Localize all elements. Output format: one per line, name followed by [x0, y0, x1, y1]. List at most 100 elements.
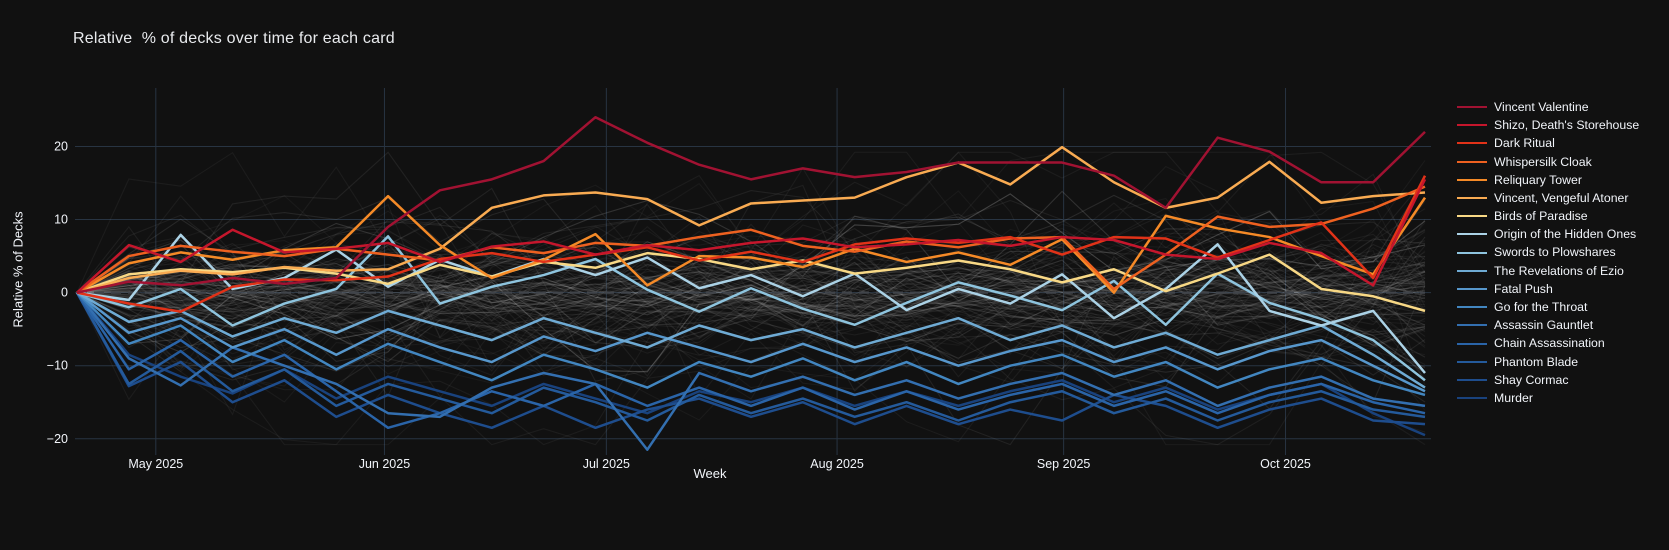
background-series-line [76, 268, 1426, 322]
legend-item-shizo-death-s-storehouse[interactable]: Shizo, Death's Storehouse [1457, 116, 1639, 134]
background-series-line [76, 249, 1426, 403]
background-series-line [76, 195, 1426, 312]
background-series-line [76, 182, 1426, 411]
background-series-line [76, 281, 1426, 334]
legend-item-phantom-blade[interactable]: Phantom Blade [1457, 353, 1639, 371]
legend-item-whispersilk-cloak[interactable]: Whispersilk Cloak [1457, 153, 1639, 171]
legend-item-vincent-valentine[interactable]: Vincent Valentine [1457, 98, 1639, 116]
legend-swatch-line [1457, 178, 1487, 181]
series-line-phantom-blade[interactable] [75, 291, 1426, 422]
y-axis-title: Relative % of Decks [10, 211, 26, 328]
legend-item-the-revelations-of-ezio[interactable]: The Revelations of Ezio [1457, 262, 1639, 280]
background-series-line [76, 249, 1426, 340]
legend-item-murder[interactable]: Murder [1457, 389, 1639, 407]
background-series-line [76, 246, 1426, 314]
legend-swatch-line [1457, 197, 1487, 200]
background-series-line [76, 256, 1426, 360]
background-series-line [76, 276, 1426, 403]
legend-item-origin-of-the-hidden-ones[interactable]: Origin of the Hidden Ones [1457, 225, 1639, 243]
background-series-line [76, 218, 1426, 388]
series-line-shizo-death-s-storehouse[interactable] [76, 178, 1427, 294]
background-series-line [76, 207, 1426, 391]
background-series-line [76, 263, 1426, 315]
background-series-line [76, 270, 1426, 348]
series-line-fatal-push[interactable] [76, 291, 1426, 393]
background-series-line [76, 257, 1426, 400]
background-series-line [76, 151, 1426, 446]
background-series-line [76, 213, 1426, 337]
background-series-line [76, 227, 1426, 383]
background-series-line [76, 165, 1426, 446]
y-tick-label: 20 [54, 139, 68, 153]
background-series-line [76, 243, 1426, 369]
legend-item-shay-cormac[interactable]: Shay Cormac [1457, 371, 1639, 389]
x-tick-label: Jul 2025 [583, 457, 630, 471]
background-series-line [76, 277, 1426, 336]
series-line-birds-of-paradise[interactable] [76, 251, 1426, 313]
x-tick-label: Oct 2025 [1260, 457, 1311, 471]
series-line-shay-cormac[interactable] [75, 292, 1426, 430]
legend-item-swords-to-plowshares[interactable]: Swords to Plowshares [1457, 244, 1639, 262]
series-line-swords-to-plowshares[interactable] [76, 235, 1426, 382]
background-series-line [76, 268, 1426, 315]
series-line-vincent-valentine[interactable] [76, 115, 1426, 294]
background-series-line [76, 266, 1426, 345]
legend-item-vincent-vengeful-atoner[interactable]: Vincent, Vengeful Atoner [1457, 189, 1639, 207]
series-line-murder[interactable] [76, 291, 1426, 437]
background-series-line [76, 281, 1426, 380]
series-line-dark-ritual[interactable] [76, 175, 1427, 313]
legend-item-fatal-push[interactable]: Fatal Push [1457, 280, 1639, 298]
legend-label: Dark Ritual [1494, 136, 1555, 151]
background-series-line [76, 263, 1426, 341]
legend: Vincent Valentine Shizo, Death's Storehou… [1457, 98, 1639, 407]
background-series-line [76, 250, 1426, 330]
background-series-line [76, 217, 1426, 322]
series-line-vincent-vengeful-atoner[interactable] [76, 145, 1426, 294]
legend-swatch-line [1457, 378, 1487, 381]
background-series-line [76, 231, 1426, 389]
legend-swatch-line [1457, 106, 1487, 109]
legend-item-chain-assassination[interactable]: Chain Assassination [1457, 334, 1639, 352]
background-series-line [76, 248, 1426, 347]
x-tick-label: Sep 2025 [1037, 457, 1091, 471]
series-line-chain-assassination[interactable] [75, 291, 1426, 430]
series-line-assassin-gauntlet[interactable] [76, 291, 1426, 451]
background-series-line [76, 284, 1426, 320]
legend-label: Go for the Throat [1494, 300, 1588, 314]
chart-title: Relative % of decks over time for each c… [73, 30, 395, 47]
legend-swatch-line [1457, 269, 1487, 272]
x-tick-label: Aug 2025 [810, 457, 864, 471]
series-line-whispersilk-cloak[interactable] [76, 185, 1426, 294]
legend-label: The Revelations of Ezio [1494, 263, 1624, 278]
legend-item-dark-ritual[interactable]: Dark Ritual [1457, 134, 1639, 152]
series-line-reliquary-tower[interactable] [76, 194, 1427, 294]
background-series-line [76, 267, 1426, 316]
background-series-line [76, 197, 1426, 382]
background-series-line [76, 204, 1426, 325]
background-series-line [76, 274, 1426, 313]
x-axis-title: Week [693, 466, 727, 481]
y-tick-label: 0 [61, 286, 68, 300]
background-series-line [76, 261, 1426, 322]
legend-label: Whispersilk Cloak [1494, 154, 1592, 169]
background-series-line [76, 266, 1426, 343]
legend-item-reliquary-tower[interactable]: Reliquary Tower [1457, 171, 1639, 189]
background-series-line [76, 209, 1426, 443]
legend-swatch-line [1457, 215, 1487, 218]
legend-label: Shay Cormac [1494, 372, 1569, 387]
legend-swatch-line [1457, 360, 1487, 363]
legend-item-assassin-gauntlet[interactable]: Assassin Gauntlet [1457, 316, 1639, 334]
background-series-line [76, 255, 1426, 374]
background-series-line [76, 277, 1426, 380]
background-series-line [76, 227, 1426, 345]
legend-item-go-for-the-throat[interactable]: Go for the Throat [1457, 298, 1639, 316]
legend-item-birds-of-paradise[interactable]: Birds of Paradise [1457, 207, 1639, 225]
legend-label: Vincent Valentine [1494, 99, 1589, 114]
series-line-go-for-the-throat[interactable] [76, 291, 1426, 397]
legend-label: Birds of Paradise [1494, 209, 1588, 224]
background-series-line [76, 246, 1426, 326]
series-line-the-revelations-of-ezio[interactable] [76, 291, 1426, 389]
legend-label: Vincent, Vengeful Atoner [1494, 190, 1629, 205]
